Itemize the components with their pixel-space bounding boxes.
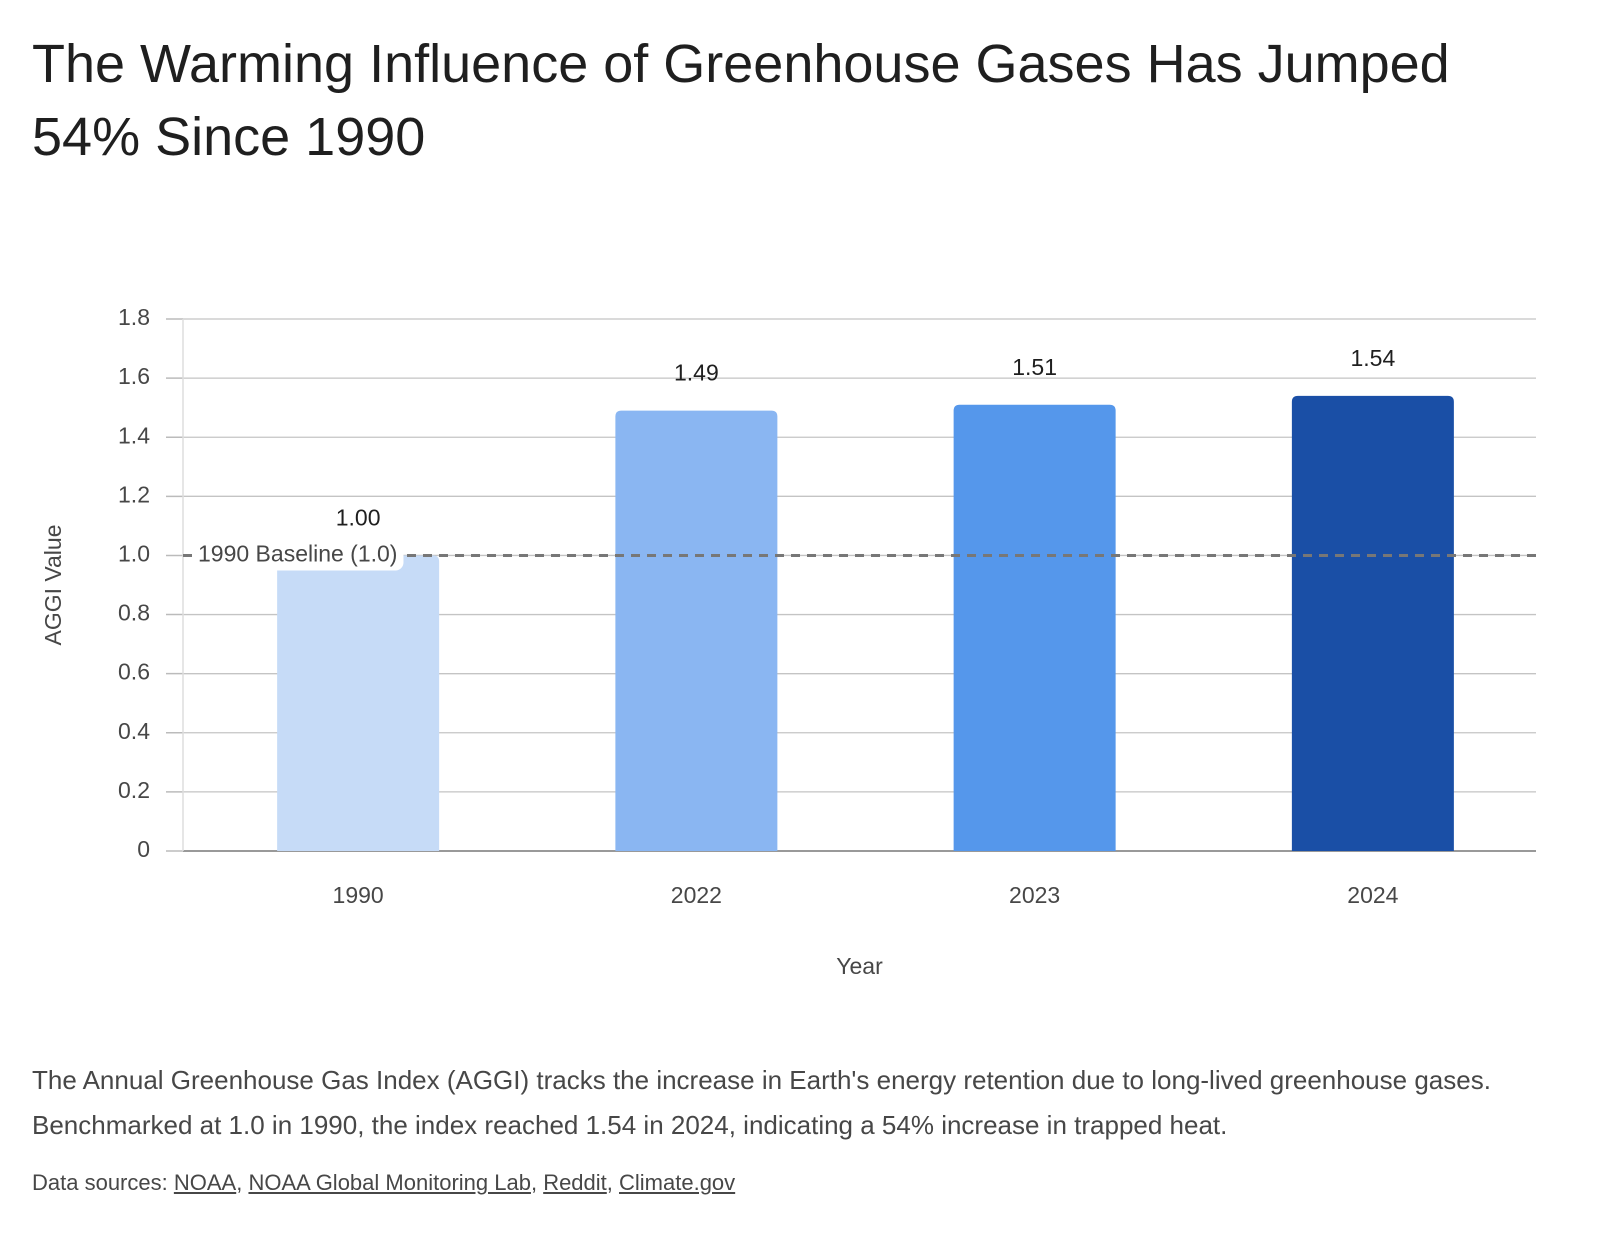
value-label: 1.49 (674, 360, 719, 386)
y-tick-label: 1.2 (118, 481, 150, 507)
separator: , (530, 1170, 544, 1195)
bar (277, 555, 440, 851)
chart-title: The Warming Influence of Greenhouse Gase… (32, 34, 1450, 167)
source-link[interactable]: Reddit (543, 1170, 607, 1195)
source-link[interactable]: Climate.gov (619, 1170, 736, 1195)
bar (615, 410, 778, 851)
bar (953, 404, 1116, 851)
y-tick-label: 0.6 (118, 659, 150, 685)
description: The Annual Greenhouse Gas Index (AGGI) t… (32, 1065, 1491, 1140)
x-tick-label: 2022 (671, 882, 722, 908)
sources: Data sources: NOAA, NOAA Global Monitori… (32, 1170, 735, 1196)
reference-label-bg (192, 536, 404, 571)
y-tick-label: 1.4 (118, 422, 150, 448)
sources-label: Data sources: (32, 1170, 168, 1195)
x-tick-label: 2024 (1347, 882, 1398, 908)
source-link[interactable]: NOAA (173, 1170, 237, 1195)
value-label: 1.54 (1350, 345, 1395, 371)
value-label: 1.51 (1012, 354, 1057, 380)
y-tick-label: 1.0 (118, 541, 150, 567)
x-tick-label: 1990 (333, 882, 384, 908)
y-tick-label: 1.8 (118, 304, 150, 330)
source-link[interactable]: NOAA Global Monitoring Lab (248, 1170, 531, 1195)
x-tick-label: 2023 (1009, 882, 1060, 908)
y-axis-title: AGGI Value (40, 524, 66, 645)
x-axis-title: Year (836, 953, 883, 979)
y-tick-label: 0 (137, 836, 150, 862)
separator: , (236, 1170, 249, 1195)
y-tick-label: 0.8 (118, 600, 150, 626)
y-tick-label: 1.6 (118, 363, 150, 389)
y-tick-label: 0.2 (118, 777, 150, 803)
y-tick-label: 0.4 (118, 718, 150, 744)
bar (1291, 395, 1454, 851)
separator: , (606, 1170, 620, 1195)
value-label: 1.00 (336, 505, 381, 531)
reference-label: 1990 Baseline (1.0) (198, 541, 397, 567)
